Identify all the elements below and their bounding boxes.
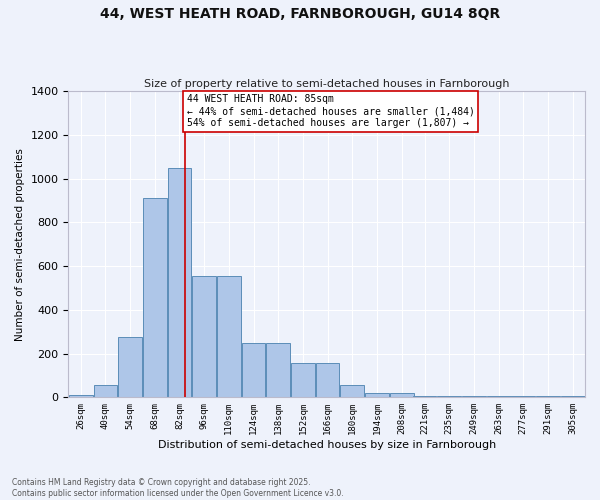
Bar bbox=[118, 337, 142, 398]
Text: 44, WEST HEATH ROAD, FARNBOROUGH, GU14 8QR: 44, WEST HEATH ROAD, FARNBOROUGH, GU14 8… bbox=[100, 8, 500, 22]
Bar bbox=[511, 396, 535, 398]
X-axis label: Distribution of semi-detached houses by size in Farnborough: Distribution of semi-detached houses by … bbox=[158, 440, 496, 450]
Bar bbox=[143, 198, 167, 398]
Bar bbox=[413, 396, 436, 398]
Bar bbox=[561, 396, 584, 398]
Bar bbox=[437, 396, 461, 398]
Bar bbox=[316, 364, 340, 398]
Bar bbox=[242, 342, 265, 398]
Bar bbox=[217, 276, 241, 398]
Title: Size of property relative to semi-detached houses in Farnborough: Size of property relative to semi-detach… bbox=[144, 79, 509, 89]
Bar bbox=[365, 393, 389, 398]
Bar bbox=[69, 395, 92, 398]
Bar bbox=[340, 386, 364, 398]
Bar bbox=[291, 364, 315, 398]
Bar bbox=[192, 276, 216, 398]
Bar bbox=[167, 168, 191, 398]
Bar bbox=[462, 396, 486, 398]
Y-axis label: Number of semi-detached properties: Number of semi-detached properties bbox=[15, 148, 25, 340]
Text: Contains HM Land Registry data © Crown copyright and database right 2025.
Contai: Contains HM Land Registry data © Crown c… bbox=[12, 478, 344, 498]
Bar bbox=[487, 396, 511, 398]
Text: 44 WEST HEATH ROAD: 85sqm
← 44% of semi-detached houses are smaller (1,484)
54% : 44 WEST HEATH ROAD: 85sqm ← 44% of semi-… bbox=[187, 94, 475, 128]
Bar bbox=[94, 386, 118, 398]
Bar bbox=[536, 396, 560, 398]
Bar bbox=[266, 342, 290, 398]
Bar bbox=[390, 393, 413, 398]
